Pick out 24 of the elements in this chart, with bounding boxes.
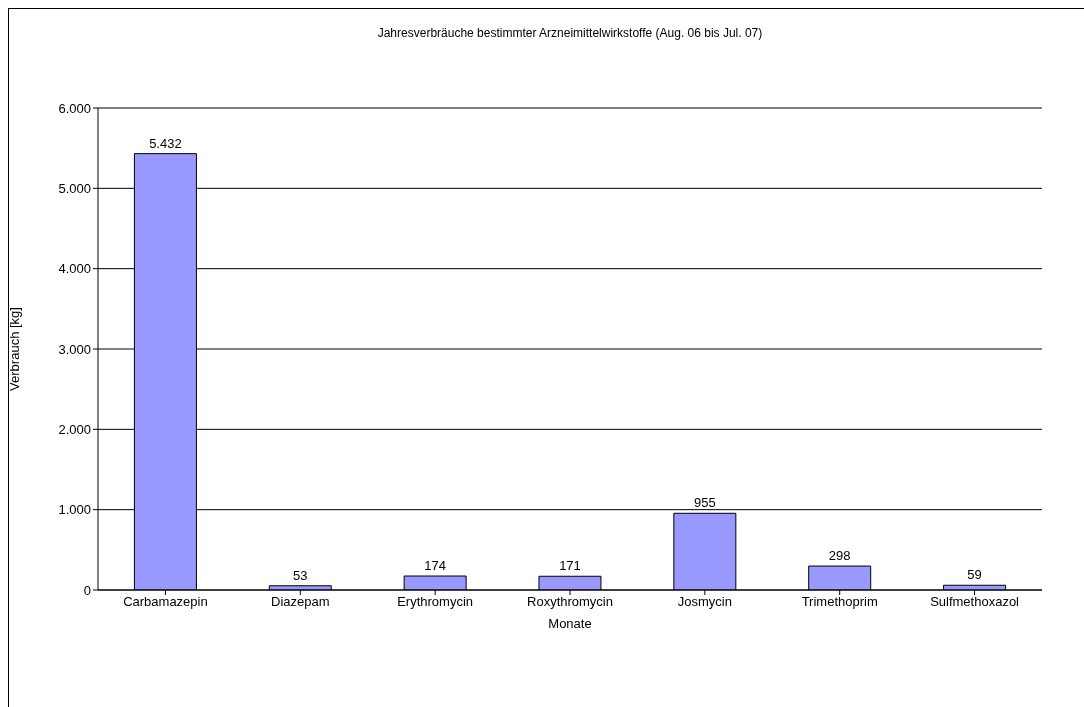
x-tick-label: Roxythromycin (527, 594, 613, 610)
y-tick-label: 3.000 (58, 341, 91, 357)
x-axis-title: Monate (548, 616, 592, 631)
y-tick-label: 4.000 (58, 261, 91, 277)
y-tick-label: 6.000 (58, 100, 91, 116)
x-tick-label: Carbamazepin (123, 594, 208, 610)
data-label: 171 (559, 558, 581, 574)
data-label: 5.432 (149, 135, 182, 151)
chart-title: Jahresverbräuche bestimmter Arzneimittelwirkstoffe (Aug. 06 bis Jul. 07) (376, 26, 764, 40)
x-tick-label: Josmycin (677, 594, 732, 610)
x-tick-label: Erythromycin (397, 594, 474, 610)
data-label: 955 (693, 495, 716, 511)
y-tick-label: 2.000 (58, 421, 91, 437)
y-tick-label: 0 (83, 582, 91, 598)
data-label: 53 (293, 567, 308, 583)
y-axis-title: Verbrauch [kg] (6, 307, 22, 391)
x-tick-label: Sulfmethoxazol (930, 594, 1020, 610)
data-label: 174 (424, 558, 446, 574)
x-tick-label: Diazepam (271, 594, 330, 610)
x-tick-label: Trimethoprim (801, 594, 878, 610)
y-tick-label: 5.000 (58, 180, 91, 196)
y-tick-label: 1.000 (58, 502, 91, 518)
data-label: 298 (828, 548, 851, 564)
data-label: 59 (967, 567, 982, 583)
